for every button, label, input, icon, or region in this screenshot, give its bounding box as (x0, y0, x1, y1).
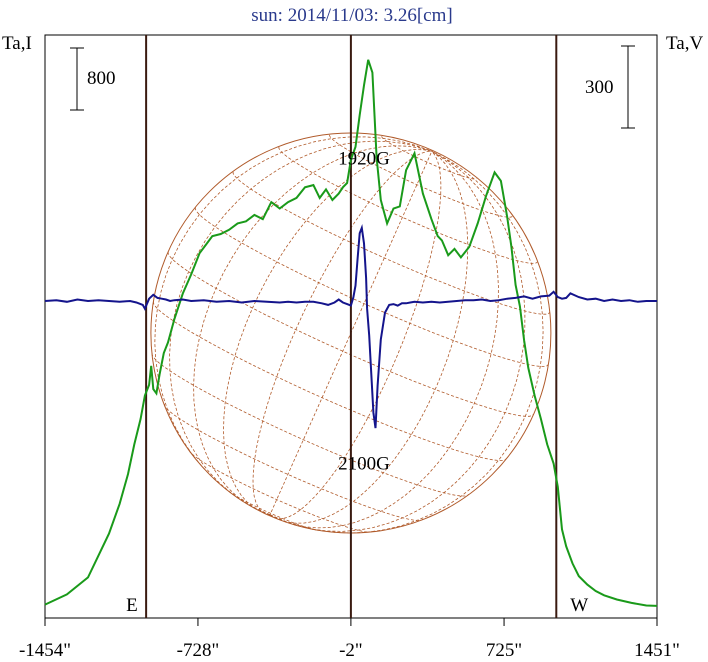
latitude-line (329, 134, 513, 218)
latitude-line (225, 487, 321, 531)
longitude-line (193, 145, 432, 516)
latitude-line (189, 449, 373, 533)
annotation-1920g: 1920G (338, 148, 390, 169)
x-tick-label: -2" (339, 640, 363, 661)
solar-disk (150, 132, 552, 534)
latitude-line (381, 136, 477, 180)
left-scale-bar (70, 47, 84, 111)
longitude-line (169, 140, 432, 516)
longitude-line (269, 150, 499, 529)
latitude-line (153, 301, 507, 461)
right-scale-label: 300 (585, 77, 614, 98)
x-tick-label: -1454" (19, 640, 71, 661)
annotation-2100g: 2100G (338, 453, 390, 474)
limb-label-w: W (570, 595, 588, 616)
right-axis-label: Ta,V (666, 33, 703, 54)
longitude-line (269, 150, 526, 532)
left-axis-label: Ta,I (2, 33, 32, 54)
right-scale-bar (621, 45, 635, 129)
left-scale-label: 800 (87, 68, 116, 89)
polarization-curve (44, 224, 657, 429)
limb-label-e: E (126, 595, 138, 616)
chart-title: sun: 2014/11/03: 3.26[cm] (251, 5, 452, 26)
longitude-line (154, 136, 432, 516)
longitude-line (269, 151, 433, 516)
latitude-line (194, 207, 549, 367)
x-axis-ticks: -1454" -728" -2" 725" 1451" (19, 618, 680, 661)
longitude-line (223, 149, 432, 516)
x-tick-label: 725" (486, 640, 522, 661)
longitude-line (269, 150, 469, 524)
longitude-line (269, 150, 544, 534)
x-tick-label: 1451" (634, 640, 680, 661)
intensity-curve (44, 59, 658, 607)
x-tick-label: -728" (177, 640, 220, 661)
